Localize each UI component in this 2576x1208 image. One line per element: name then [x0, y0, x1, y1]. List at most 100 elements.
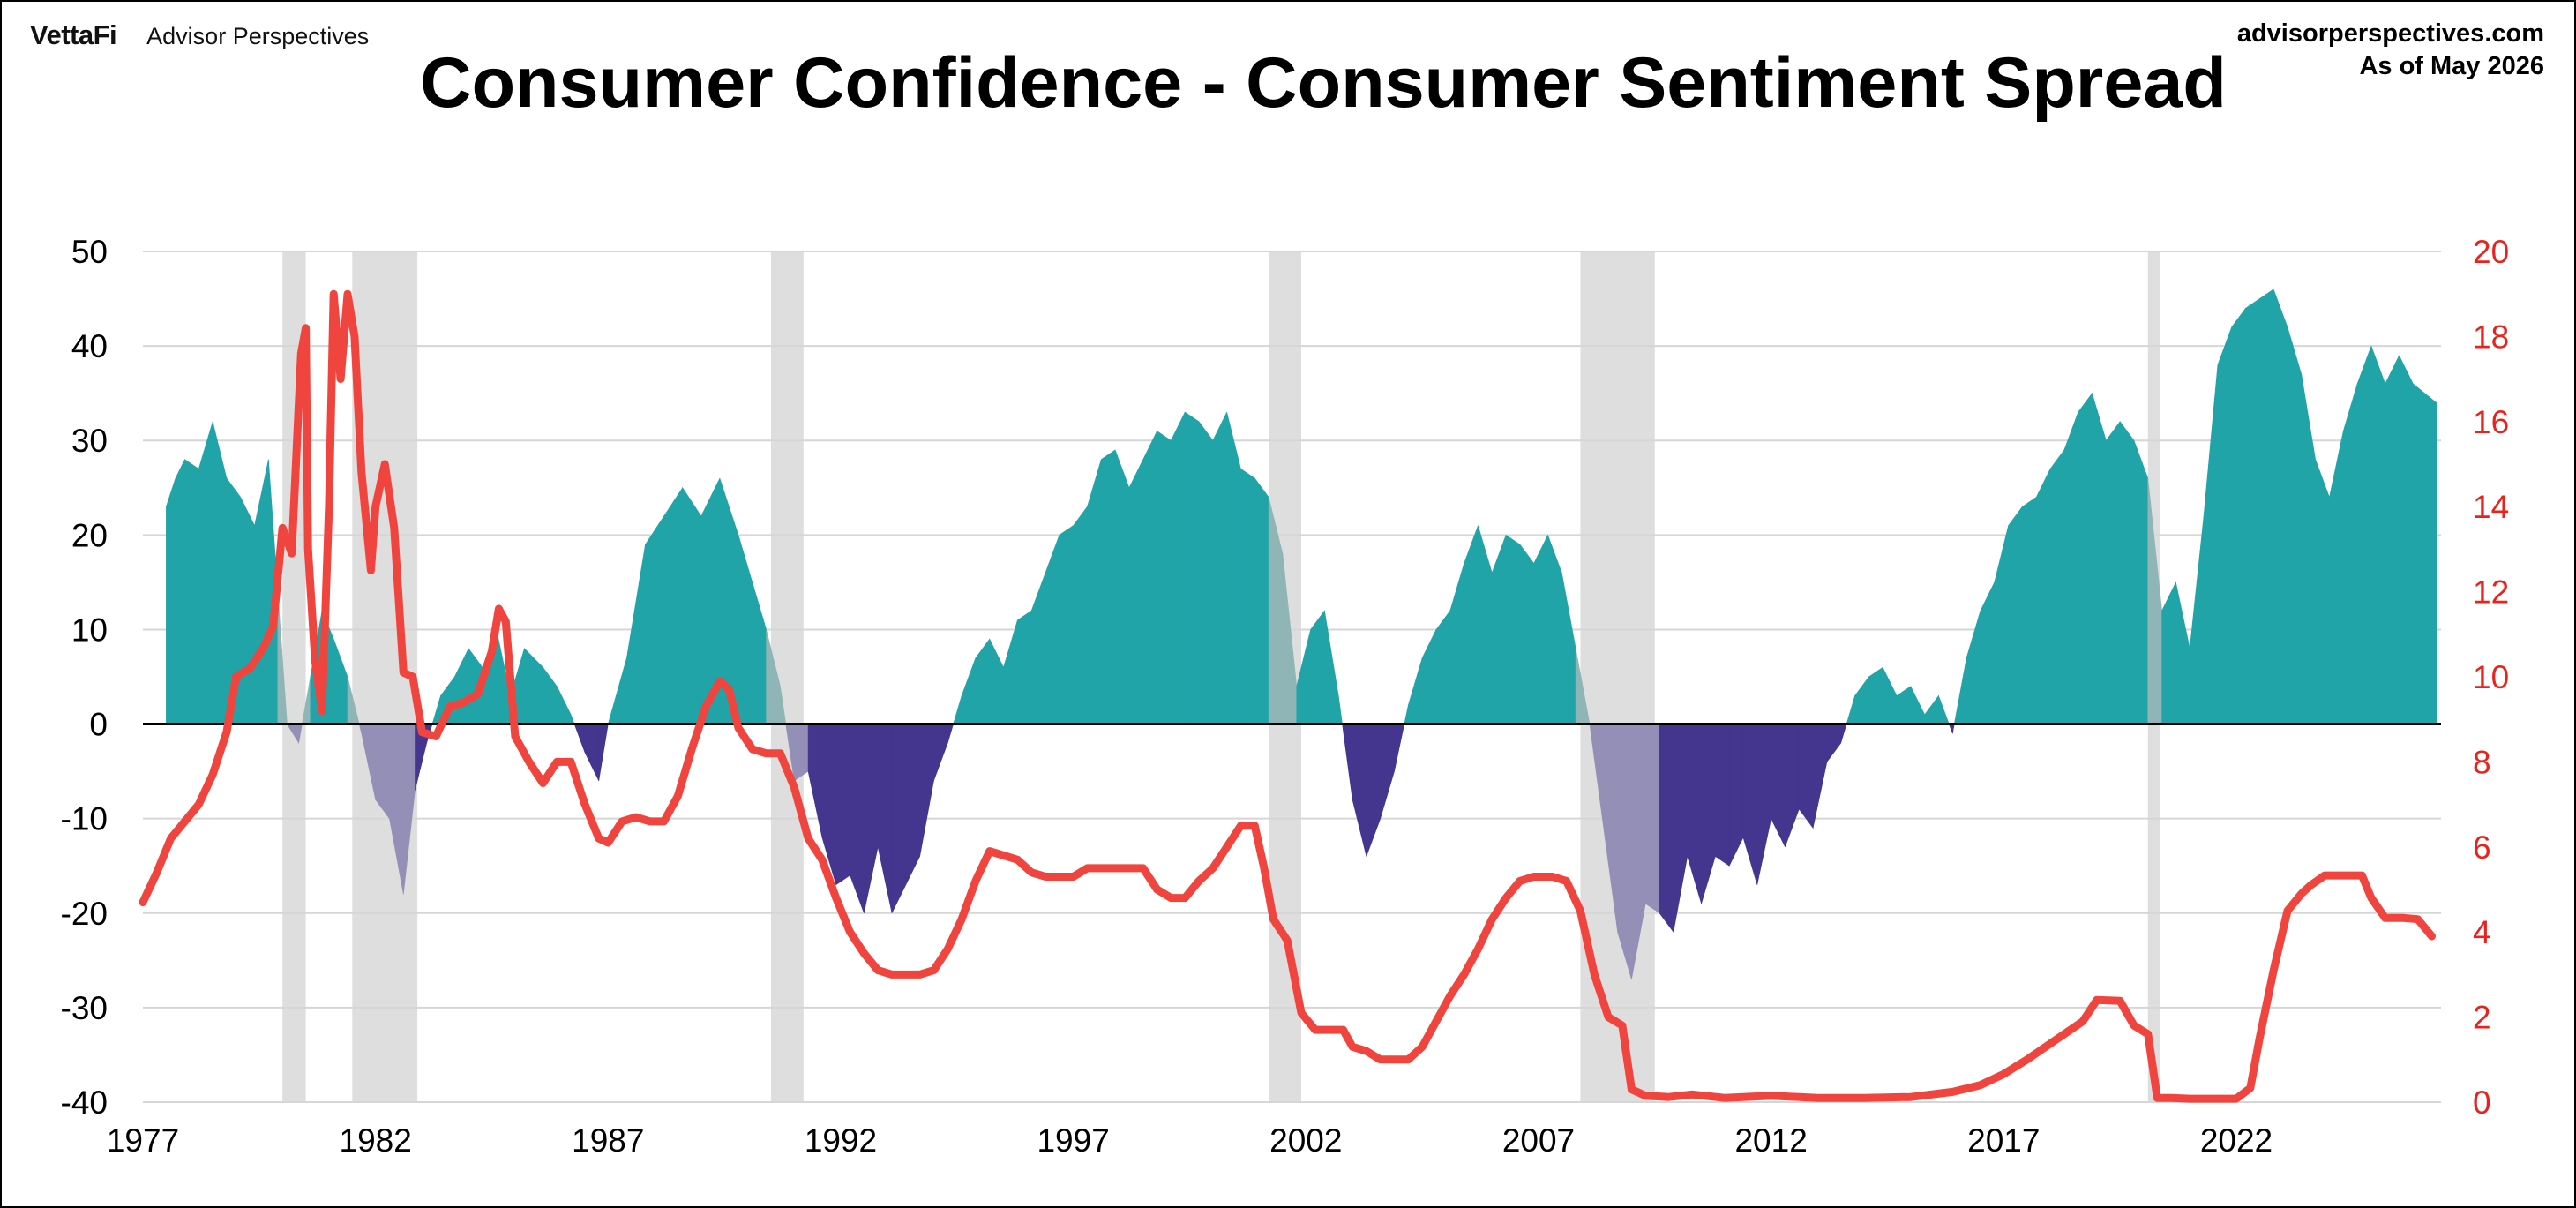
spread-area-positive — [1073, 506, 1088, 724]
spread-area-positive — [663, 486, 683, 724]
spread-area-negative — [1394, 724, 1405, 772]
left-tick-label: 50 — [71, 234, 108, 270]
spread-area-positive — [1464, 525, 1479, 724]
spread-area-positive — [1561, 573, 1576, 724]
x-tick-label: 1977 — [107, 1122, 179, 1159]
spread-area-positive — [1003, 619, 1018, 724]
spread-area-positive — [1059, 525, 1074, 724]
right-tick-label: 12 — [2473, 574, 2509, 611]
x-tick-label: 2002 — [1269, 1122, 1342, 1159]
spread-area-positive — [2161, 581, 2176, 724]
spread-area-positive — [1171, 411, 1186, 724]
spread-area-positive — [2342, 383, 2358, 724]
spread-area-positive — [570, 714, 575, 724]
left-tick-label: 0 — [89, 707, 108, 743]
spread-area-negative — [1687, 724, 1702, 904]
spread-area-negative — [850, 724, 865, 913]
spread-area-positive — [2203, 364, 2219, 724]
spread-area-positive — [2035, 469, 2051, 724]
spread-area-positive — [1157, 430, 1172, 724]
spread-area-positive — [1198, 420, 1214, 724]
spread-area-positive — [1854, 676, 1869, 724]
x-tick-label: 2007 — [1502, 1122, 1575, 1159]
x-tick-label: 1997 — [1037, 1122, 1109, 1159]
spread-area-positive — [2315, 459, 2330, 724]
spread-area-negative — [919, 724, 934, 857]
spread-area-positive — [2133, 440, 2149, 724]
spread-area-positive — [961, 657, 977, 724]
spread-area-positive — [1142, 431, 1157, 724]
right-tick-label: 0 — [2473, 1084, 2491, 1121]
spread-area-negative — [864, 724, 879, 913]
x-tick-label: 1987 — [572, 1122, 644, 1159]
fed-funds-rate-line — [139, 289, 2436, 1103]
spread-area-positive — [1980, 581, 1996, 724]
spread-area-positive — [1449, 563, 1464, 724]
spread-area-positive — [607, 657, 627, 724]
spread-area-negative — [793, 724, 809, 782]
spread-area-positive — [1030, 573, 1046, 724]
spread-area-positive — [1868, 666, 1883, 724]
left-tick-label: -30 — [61, 990, 108, 1026]
spread-area-negative — [1756, 724, 1771, 885]
spread-area-positive — [1128, 459, 1144, 724]
spread-area-positive — [1533, 535, 1548, 724]
spread-area-positive — [212, 421, 228, 724]
spread-area-positive — [1324, 610, 1339, 724]
spread-area-positive — [524, 648, 543, 724]
spread-area-negative — [1659, 724, 1674, 934]
spread-area-negative — [1342, 724, 1353, 800]
spread-area-positive — [557, 686, 572, 724]
spread-area-negative — [1673, 724, 1689, 933]
spread-area-negative — [891, 724, 907, 913]
spread-area-positive — [1408, 657, 1423, 724]
spread-area-positive — [1994, 525, 2009, 724]
spread-area-positive — [1924, 694, 1939, 724]
spread-area-negative — [1715, 724, 1730, 867]
x-tick-label: 2012 — [1734, 1122, 1807, 1159]
spread-area-positive — [752, 581, 767, 724]
right-tick-label: 8 — [2473, 744, 2491, 780]
spread-area-positive — [2287, 326, 2303, 724]
spread-area-negative — [1366, 724, 1381, 857]
spread-area-positive — [1896, 686, 1912, 724]
spread-area-negative — [1785, 724, 1800, 847]
spread-area-positive — [626, 544, 646, 724]
spread-area-positive — [1254, 477, 1269, 724]
spread-area-positive — [2175, 581, 2190, 724]
spread-area-positive — [1953, 657, 1967, 724]
spread-area-positive — [975, 638, 991, 724]
spread-area-positive — [1966, 610, 1981, 724]
spread-area-positive — [2385, 355, 2400, 724]
right-tick-label: 4 — [2473, 914, 2491, 950]
spread-area-positive — [1226, 412, 1241, 724]
spread-area-negative — [1771, 724, 1786, 847]
spread-area-negative — [933, 724, 948, 781]
right-tick-label: 2 — [2473, 1000, 2491, 1036]
spread-area-negative — [835, 724, 850, 886]
spread-area-positive — [1240, 468, 1255, 724]
spread-area-positive — [2063, 411, 2078, 724]
spread-area-positive — [2078, 392, 2093, 724]
right-axis: 0 2 4 6 8 10 12 14 16 18 20 — [2473, 234, 2509, 1121]
spread-area-negative — [1728, 724, 1744, 867]
spread-area-negative — [877, 724, 893, 913]
left-tick-label: 40 — [71, 328, 108, 364]
spread-area-positive — [1882, 667, 1898, 724]
spread-area-negative — [1948, 724, 1953, 734]
spread-area-negative — [1352, 724, 1367, 857]
right-tick-label: 16 — [2473, 404, 2509, 440]
left-tick-label: -40 — [61, 1084, 108, 1121]
left-axis: -40 -30 -20 -10 0 10 20 30 40 50 — [61, 234, 108, 1121]
spread-area-positive — [953, 695, 962, 724]
spread-area-positive — [1212, 411, 1227, 724]
left-tick-label: 30 — [71, 423, 108, 459]
spread-area-negative — [1798, 724, 1814, 829]
spread-area-positive — [2356, 346, 2372, 724]
spread-area-positive — [2119, 420, 2135, 724]
right-tick-label: 20 — [2473, 234, 2509, 270]
spread-area-negative — [573, 724, 586, 753]
spread-area-positive — [682, 486, 702, 724]
spread-area-positive — [2022, 496, 2037, 724]
